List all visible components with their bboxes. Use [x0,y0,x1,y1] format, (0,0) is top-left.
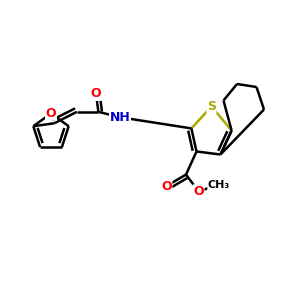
Text: O: O [161,179,172,193]
Text: O: O [91,87,101,101]
Text: S: S [207,100,216,113]
Text: O: O [46,107,56,120]
Text: NH: NH [110,111,130,124]
Text: O: O [193,185,204,198]
Text: CH₃: CH₃ [208,179,230,190]
